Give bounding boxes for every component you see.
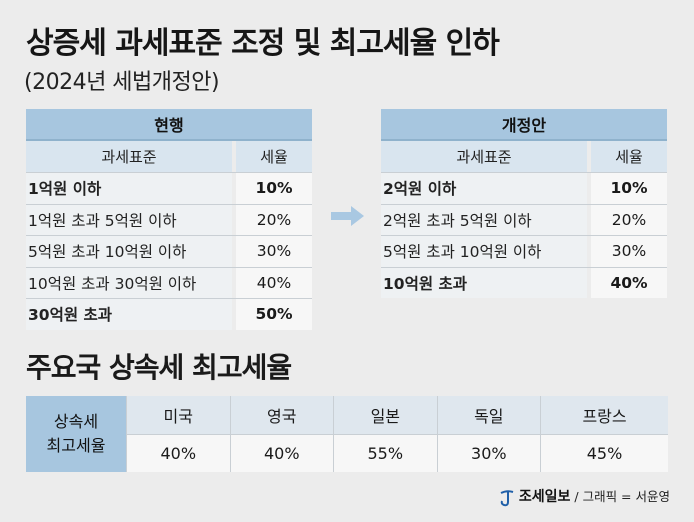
row-header-line1: 상속세 xyxy=(53,412,99,431)
table-row: 1억원 초과 5억원 이하 20% xyxy=(26,203,312,235)
row-header: 상속세 최고세율 xyxy=(26,396,126,472)
table-row: 2억원 초과 5억원 이하 20% xyxy=(381,203,667,235)
column-spacer xyxy=(232,203,236,235)
rate-usa: 40% xyxy=(126,434,230,472)
table-row: 2억원 이하 10% xyxy=(381,172,667,204)
tax-base-cell: 10억원 초과 30억원 이하 xyxy=(26,266,232,298)
column-spacer xyxy=(587,203,591,235)
current-tax-table: 현행 과세표준 세율 1억원 이하 10% 1억원 초과 5억원 이하 20% … xyxy=(26,109,312,330)
tax-base-cell: 5억원 초과 10억원 이하 xyxy=(26,235,232,267)
publisher-logo-icon xyxy=(500,489,514,506)
column-spacer xyxy=(232,172,236,204)
country-uk: 영국 xyxy=(229,396,334,434)
country-japan: 일본 xyxy=(333,396,437,434)
current-table-title: 현행 xyxy=(26,109,312,141)
international-title: 주요국 상속세 최고세율 xyxy=(26,351,292,384)
right-arrow-icon xyxy=(331,206,364,226)
table-row: 5억원 초과 10억원 이하 30% xyxy=(26,235,312,267)
column-spacer xyxy=(587,140,591,172)
tax-base-cell: 30억원 초과 xyxy=(26,298,232,330)
tax-rate-cell: 30% xyxy=(236,235,312,267)
tax-rate-cell: 50% xyxy=(236,298,312,330)
rate-france: 45% xyxy=(540,434,668,472)
tax-rate-cell: 20% xyxy=(591,203,667,235)
tax-base-cell: 2억원 이하 xyxy=(381,172,587,204)
country-usa: 미국 xyxy=(126,396,230,434)
tax-rate-cell: 40% xyxy=(236,266,312,298)
tax-base-cell: 10억원 초과 xyxy=(381,266,587,298)
tax-rate-cell: 10% xyxy=(236,172,312,204)
graphic-credit: 그래픽 = 서윤영 xyxy=(582,489,670,504)
rate-japan: 55% xyxy=(333,434,437,472)
current-col-base: 과세표준 xyxy=(26,140,232,172)
rate-uk: 40% xyxy=(229,434,334,472)
rate-germany: 30% xyxy=(436,434,541,472)
column-spacer xyxy=(232,266,236,298)
tax-rate-cell: 10% xyxy=(591,172,667,204)
table-row: 5억원 초과 10억원 이하 30% xyxy=(381,235,667,267)
international-rate-table: 상속세 최고세율 미국 영국 일본 독일 프랑스 40% 40% 55% 30%… xyxy=(26,396,668,472)
tax-rate-cell: 30% xyxy=(591,235,667,267)
table-row: 10억원 초과 40% xyxy=(381,266,667,298)
credit-separator: / xyxy=(574,489,579,504)
revised-tax-table: 개정안 과세표준 세율 2억원 이하 10% 2억원 초과 5억원 이하 20%… xyxy=(381,109,667,298)
revised-table-title: 개정안 xyxy=(381,109,667,141)
column-spacer xyxy=(587,172,591,204)
tax-rate-cell: 20% xyxy=(236,203,312,235)
table-row: 30억원 초과 50% xyxy=(26,298,312,330)
tax-base-cell: 5억원 초과 10억원 이하 xyxy=(381,235,587,267)
country-germany: 독일 xyxy=(436,396,541,434)
current-col-rate: 세율 xyxy=(236,140,312,172)
page-subtitle: (2024년 세법개정안) xyxy=(24,70,220,95)
country-france: 프랑스 xyxy=(540,396,668,434)
tax-base-cell: 1억원 초과 5억원 이하 xyxy=(26,203,232,235)
revised-col-base: 과세표준 xyxy=(381,140,587,172)
tax-base-cell: 2억원 초과 5억원 이하 xyxy=(381,203,587,235)
table-row: 1억원 이하 10% xyxy=(26,172,312,204)
tax-base-cell: 1억원 이하 xyxy=(26,172,232,204)
row-header-line2: 최고세율 xyxy=(46,436,106,455)
column-spacer xyxy=(587,266,591,298)
column-spacer xyxy=(232,140,236,172)
column-spacer xyxy=(587,235,591,267)
page-title: 상증세 과세표준 조정 및 최고세율 인하 xyxy=(26,26,500,61)
column-spacer xyxy=(232,235,236,267)
table-row: 10억원 초과 30억원 이하 40% xyxy=(26,266,312,298)
credit-line: 조세일보 / 그래픽 = 서윤영 xyxy=(498,486,670,507)
revised-col-rate: 세율 xyxy=(591,140,667,172)
column-spacer xyxy=(232,298,236,330)
publisher-name: 조세일보 xyxy=(518,489,571,505)
tax-rate-cell: 40% xyxy=(591,266,667,298)
